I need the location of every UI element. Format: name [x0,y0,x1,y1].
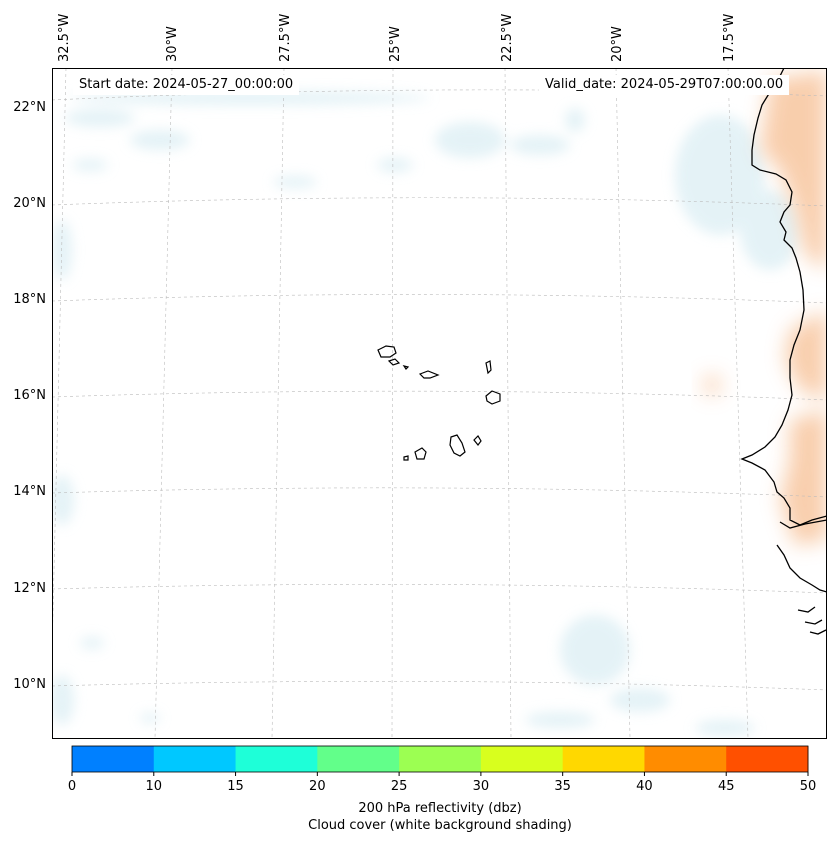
colorbar-segment [644,746,727,772]
island-sao-vicente [387,358,401,366]
lon-label: 22.5°W [500,14,515,62]
colorbar-segment [399,746,482,772]
colorbar-tick-label: 15 [227,779,244,794]
lon-label: 30°W [165,26,180,62]
lon-label: 27.5°W [278,14,293,62]
cape-verde-islands [377,345,501,461]
colorbar-tick-label: 25 [391,779,408,794]
colorbar-tick-label: 0 [68,779,76,794]
lon-label: 32.5°W [57,14,72,62]
colorbar-segment [726,746,809,772]
colorbar-tick-label: 35 [554,779,571,794]
lat-label: 14°N [13,484,46,499]
island-santa-luzia [402,365,410,370]
latitude-labels: 22°N 20°N 18°N 16°N 14°N 12°N 10°N [13,100,46,692]
start-date-label: Start date: 2024-05-27_00:00:00 [73,75,300,95]
island-santo-antao [377,345,397,358]
colorbar-segment [317,746,400,772]
colorbar-tick-label: 30 [473,779,490,794]
colorbar-segment [562,746,645,772]
colorbar-title: 200 hPa reflectivity (dbz) [358,801,522,816]
colorbar: 0 10 15 20 25 30 35 40 45 50 [68,745,817,794]
colorbar-frame [71,745,809,773]
colorbar-subtitle: Cloud cover (white background shading) [308,818,572,833]
colorbar-segment [235,746,318,772]
lat-label: 22°N [13,100,46,115]
longitude-labels: 32.5°W 30°W 27.5°W 25°W 22.5°W 20°W 17.5… [57,14,737,62]
island-boa-vista [485,390,501,405]
africa-coastline [740,68,827,526]
lat-label: 20°N [13,196,46,211]
island-brava [403,455,409,461]
colorbar-tick-label: 50 [800,779,817,794]
lon-label: 20°W [610,26,625,62]
colorbar-tick-label: 20 [309,779,326,794]
island-sao-nicolau [418,370,440,379]
lat-label: 16°N [13,388,46,403]
shading-layer [52,70,827,736]
guinea-bissau-coast [776,544,827,593]
gambia-coast [779,519,827,529]
map-frame [52,68,827,739]
warm-shading [704,70,827,545]
guinea-islands [797,606,827,635]
colorbar-segment [480,746,564,772]
cloud-cover-shading [52,91,800,736]
lon-label: 25°W [388,26,403,62]
valid-date-label: Valid_date: 2024-05-29T07:00:00.00 [539,75,790,95]
colorbar-tick-label: 45 [718,779,735,794]
colorbar-segment [153,746,237,772]
lat-label: 10°N [13,677,46,692]
colorbar-tick-label: 10 [146,779,163,794]
lon-label: 17.5°W [722,14,737,62]
lat-label: 18°N [13,292,46,307]
island-sal [485,360,492,375]
coastlines [740,68,827,635]
colorbar-segment [72,746,155,772]
island-santiago [449,434,466,457]
island-fogo [414,447,427,460]
lat-label: 12°N [13,581,46,596]
island-maio [473,435,482,446]
colorbar-tick-label: 40 [636,779,653,794]
